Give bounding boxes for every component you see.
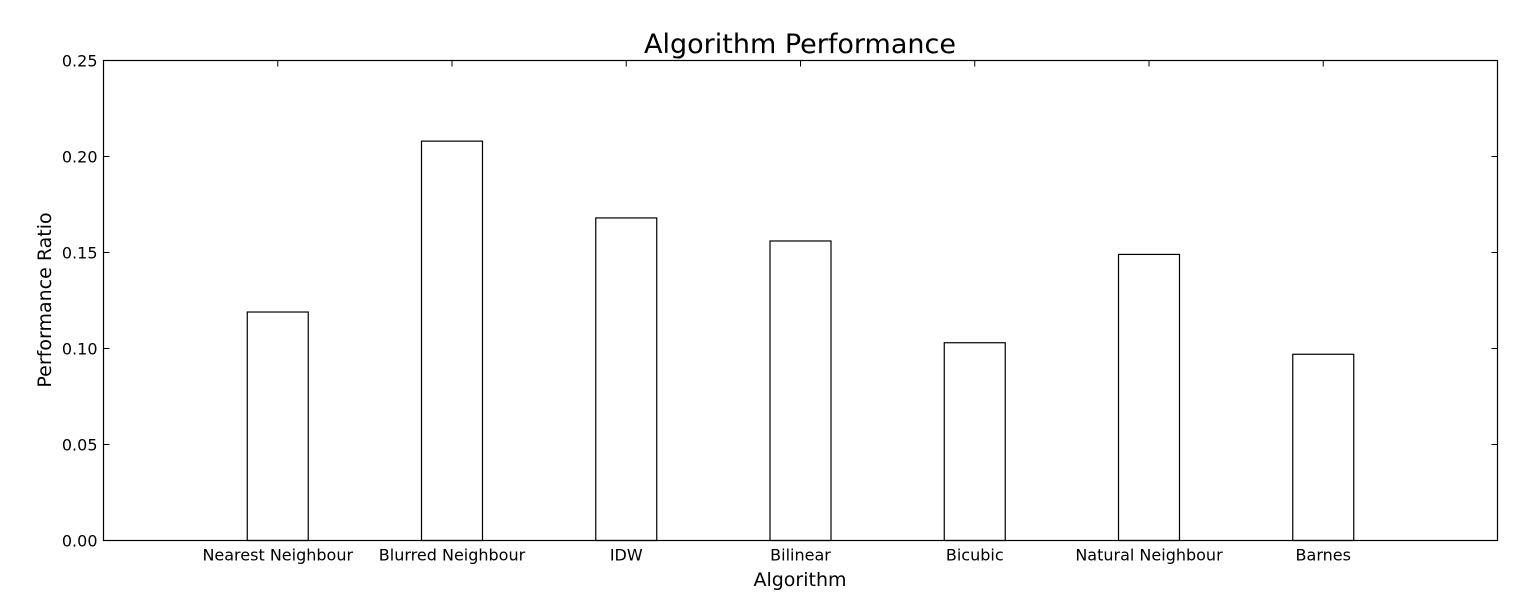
x-tick-label: Bilinear bbox=[770, 546, 831, 565]
x-tick-label: Natural Neighbour bbox=[1075, 546, 1223, 565]
y-axis-ticks: 0.00 0.05 0.10 0.15 0.20 0.25 bbox=[62, 52, 1498, 551]
x-tick-label: Bicubic bbox=[946, 546, 1004, 565]
y-axis-label: Performance Ratio bbox=[34, 212, 56, 387]
y-tick-label: 0.05 bbox=[62, 436, 98, 455]
x-tick-label: IDW bbox=[610, 546, 643, 565]
bar-blurred-neighbour bbox=[420, 140, 484, 542]
x-axis-label: Algorithm bbox=[753, 569, 846, 591]
bar-bilinear bbox=[769, 240, 832, 542]
plot-area-frame bbox=[102, 59, 1499, 542]
y-tick-label: 0.10 bbox=[62, 340, 98, 359]
bar-idw bbox=[595, 217, 658, 542]
bar-bicubic bbox=[943, 342, 1006, 542]
bar-natural-neighbour bbox=[1117, 253, 1181, 542]
chart-title: Algorithm Performance bbox=[644, 29, 956, 60]
y-tick-label: 0.15 bbox=[62, 244, 98, 263]
x-tick-label: Blurred Neighbour bbox=[379, 546, 526, 565]
bar-nearest-neighbour bbox=[246, 311, 309, 542]
y-tick-label: 0.25 bbox=[62, 52, 98, 71]
y-tick-label: 0.20 bbox=[62, 148, 98, 167]
x-tick-label: Barnes bbox=[1296, 546, 1351, 565]
y-tick-label: 0.00 bbox=[62, 532, 98, 551]
bars-group bbox=[246, 140, 1355, 542]
x-tick-label: Nearest Neighbour bbox=[202, 546, 353, 565]
bar-barnes bbox=[1292, 353, 1355, 542]
